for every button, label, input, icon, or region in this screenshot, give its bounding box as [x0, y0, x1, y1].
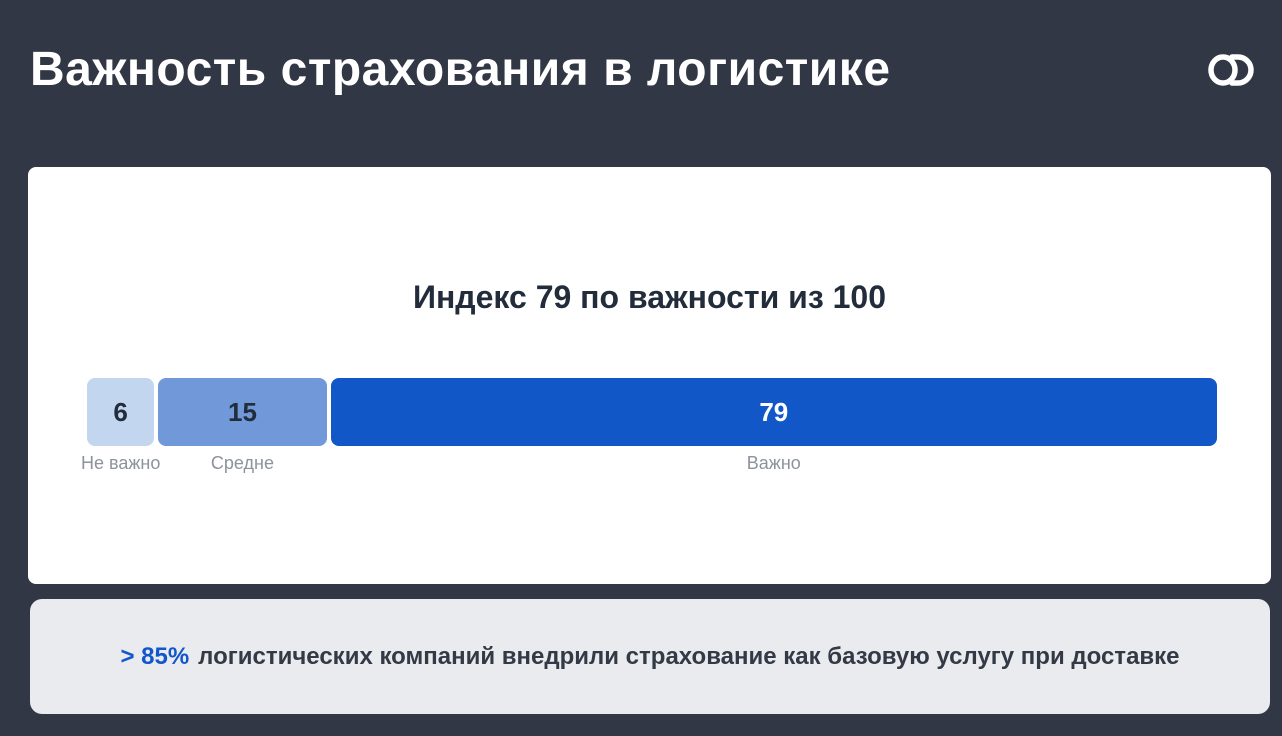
stacked-bar-chart: 6 Не важно 15 Средне 79 Важно — [80, 378, 1217, 474]
chain-link-logo-icon — [1208, 54, 1254, 86]
bar-segment-important: 79 Важно — [330, 378, 1217, 474]
bar-segment-not-important: 6 Не важно — [80, 378, 161, 474]
bar-segment-block: 15 — [158, 378, 327, 446]
segment-label: Средне — [210, 453, 274, 473]
chart-card: Индекс 79 по важности из 100 6 Не важно … — [28, 167, 1271, 584]
segment-value: 79 — [759, 396, 789, 427]
highlight-stat: > 85% — [120, 642, 190, 670]
bar-segment-medium: 15 Средне — [158, 378, 327, 474]
segment-value: 15 — [228, 396, 257, 427]
footer-banner: > 85% логистических компаний внедрили ст… — [30, 599, 1270, 714]
segment-value: 6 — [113, 396, 128, 427]
bar-segment-block: 79 — [330, 378, 1217, 446]
banner-text: логистических компаний внедрили страхова… — [198, 642, 1180, 670]
segment-label: Важно — [746, 453, 801, 473]
page-title: Важность страхования в логистике — [30, 43, 891, 96]
bar-segment-block: 6 — [87, 378, 155, 446]
chart-title: Индекс 79 по важности из 100 — [412, 279, 887, 315]
segment-label: Не важно — [80, 453, 161, 473]
